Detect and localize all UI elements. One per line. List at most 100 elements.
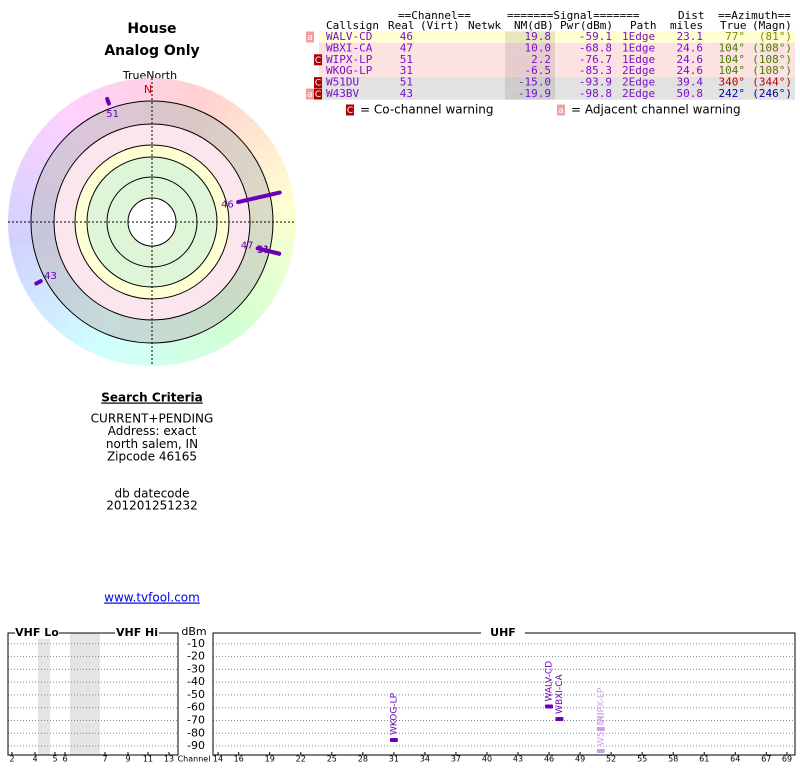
warning-icon [314,88,322,100]
column-header: Real [388,19,415,32]
warning-icon [314,54,322,66]
callsign: WIPX-LP [326,53,373,66]
x-tick-label: 69 [782,755,792,764]
station-label: 31 [257,245,270,256]
row-bg [319,31,795,43]
nm-col-bg [505,76,555,89]
station-label: 46 [221,200,234,211]
warning-letter: C [347,106,353,116]
group-header: ==Channel== [398,9,471,22]
column-header: (Virt) [420,19,460,32]
x-tick-label: 9 [125,755,130,764]
callsign: W51DU [326,76,359,89]
channel: 31 [400,64,413,77]
row-bg [319,42,795,55]
path: 2Edge [622,87,655,100]
column-header: Path [630,19,657,32]
azimuth-true: 104° [719,41,746,54]
warning-icon [346,104,354,116]
search-title: Search Criteria [101,391,202,405]
column-header: miles [670,19,703,32]
signal-label: WALV-CD [545,661,555,702]
station-mark [236,190,282,205]
station-label: 51 [106,109,119,120]
panel-label: UHF [490,626,516,639]
noise-margin: -6.5 [525,64,552,77]
y-tick-label: -20 [187,650,205,663]
x-tick-label: 16 [234,755,244,764]
title: House [127,21,176,37]
distance: 23.1 [677,30,704,43]
nm-col-bg [505,54,555,66]
signal-bar [596,727,605,732]
search-line: Zipcode 46165 [107,450,197,464]
noise-margin: 2.2 [531,53,551,66]
search-line: north salem, IN [106,437,198,451]
warning-letter: a [307,90,313,100]
x-tick-label: 37 [451,755,461,764]
north-marker: N [144,83,152,96]
x-tick-label: 67 [761,755,771,764]
azimuth-magn: (81°) [759,30,792,43]
y-tick-label: -80 [187,726,205,739]
station-label: 43 [44,271,57,282]
path: 1Edge [622,53,655,66]
x-tick-label: 4 [32,755,37,764]
signal-bar [555,716,564,721]
callsign: W43BV [326,87,359,100]
distance: 24.6 [677,41,704,54]
signal-bar [596,749,605,754]
distance: 50.8 [677,87,704,100]
panel-label-bg [115,627,159,639]
legend-text: = Co-channel warning [360,103,494,117]
y-tick-label: -70 [187,713,205,726]
panel-label-bg [15,627,59,639]
path: 1Edge [622,30,655,43]
y-tick-label: -60 [187,701,205,714]
distance: 24.6 [677,53,704,66]
warning-letter: C [315,56,321,66]
power: -98.8 [579,87,612,100]
nm-col-bg [505,31,555,43]
y-tick-label: -10 [187,637,205,650]
warning-icon [557,104,565,116]
channel: 43 [400,87,413,100]
x-tick-label: 46 [544,755,554,764]
column-header: True [720,19,747,32]
noise-margin: -19.9 [518,87,551,100]
nm-col-bg [505,42,555,55]
power: -85.3 [579,64,612,77]
warning-icon [306,31,314,43]
azimuth-magn: (246°) [752,87,792,100]
signal-label: WBXI-CA [555,674,565,714]
azimuth-true: 104° [719,53,746,66]
y-tick-label: -90 [187,739,205,752]
warning-icon [306,88,314,100]
nm-col-bg [505,88,555,100]
site-link[interactable]: www.tvfool.com [104,591,200,605]
y-tick-label: -40 [187,675,205,688]
row-bg [319,88,795,100]
vhf-frame [7,632,179,756]
station-label: 51 [257,245,270,256]
azimuth-magn: (108°) [752,41,792,54]
row-bg [319,65,795,77]
group-header: =======Signal======= [507,9,640,22]
x-tick-label: 7 [102,755,107,764]
power: -93.9 [579,76,612,89]
warning-icon [314,77,322,89]
path: 2Edge [622,76,655,89]
path: 2Edge [622,64,655,77]
x-tick-label: 14 [213,755,223,764]
subtitle: Analog Only [104,43,199,59]
azimuth-true: 77° [725,30,745,43]
x-tick-label: 55 [637,755,647,764]
y-tick-label: -30 [187,662,205,675]
x-axis-label: Channel [178,755,211,764]
channel: 46 [400,30,413,43]
signal-bar [545,704,554,709]
channel: 47 [400,41,413,54]
group-header: Dist [678,9,705,22]
